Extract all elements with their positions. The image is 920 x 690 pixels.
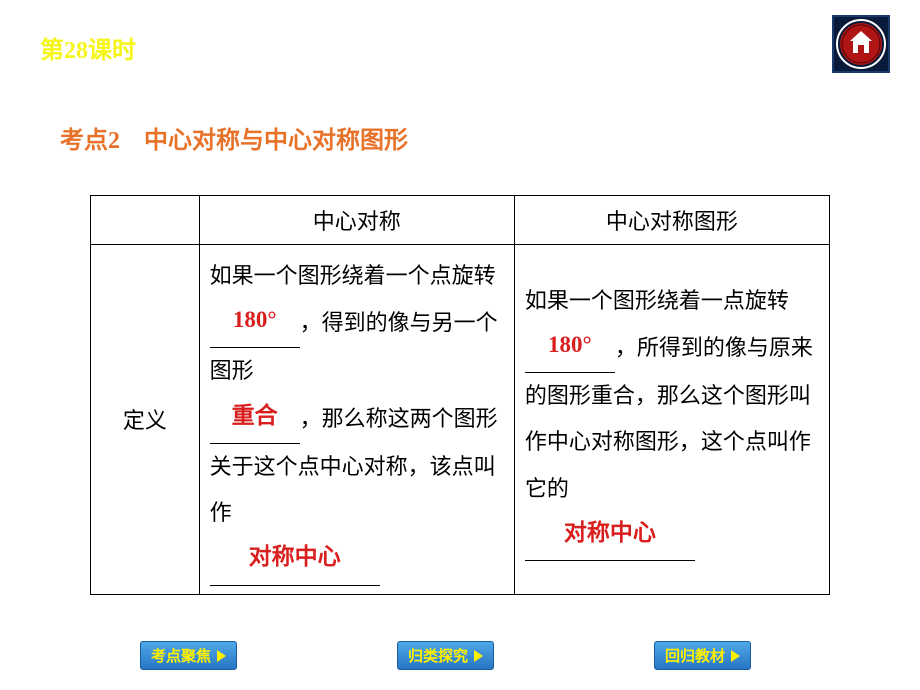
definition-cell-2: 如果一个图形绕着一点旋转180°，所得到的像与原来的图形重合，那么这个图形叫作中… — [514, 245, 829, 595]
nav-btn-focus[interactable]: 考点聚焦 — [140, 641, 237, 670]
fill-5: 对称中心 — [564, 520, 656, 545]
header-col2: 中心对称图形 — [514, 196, 829, 245]
definition-table: 中心对称 中心对称图形 定义 如果一个图形绕着一个点旋转180°，得到的像与另一… — [90, 195, 830, 595]
nav-btn-explore-label: 归类探究 — [408, 645, 468, 666]
row-label: 定义 — [91, 245, 200, 595]
fill-2: 重合 — [232, 403, 278, 428]
blank-1: 180° — [210, 299, 300, 348]
definition-cell-1: 如果一个图形绕着一个点旋转180°，得到的像与另一个图形重合，那么称这两个图形关… — [199, 245, 514, 595]
home-button[interactable] — [832, 15, 890, 73]
home-icon — [832, 15, 890, 73]
nav-btn-textbook-label: 回归教材 — [665, 645, 725, 666]
table-row: 定义 如果一个图形绕着一个点旋转180°，得到的像与另一个图形重合，那么称这两个… — [91, 245, 830, 595]
blank-4: 180° — [525, 324, 615, 373]
lesson-title-text: 第28课时 — [40, 38, 136, 64]
blank-5: 对称中心 — [525, 512, 695, 561]
def2-part1: 如果一个图形绕着一点旋转 — [525, 288, 789, 313]
nav-btn-focus-label: 考点聚焦 — [151, 645, 211, 666]
header-empty — [91, 196, 200, 245]
fill-1: 180° — [233, 307, 277, 332]
lesson-title: 第28课时 — [40, 30, 136, 65]
nav-btn-explore[interactable]: 归类探究 — [397, 641, 494, 670]
section-heading: 考点2 中心对称与中心对称图形 — [60, 120, 408, 155]
header-col1: 中心对称 — [199, 196, 514, 245]
nav-buttons: 考点聚焦 归类探究 回归教材 — [0, 641, 920, 670]
nav-btn-textbook[interactable]: 回归教材 — [654, 641, 751, 670]
fill-4: 180° — [548, 332, 592, 357]
fill-3: 对称中心 — [249, 544, 341, 569]
blank-3: 对称中心 — [210, 536, 380, 585]
table-header-row: 中心对称 中心对称图形 — [91, 196, 830, 245]
def1-part1: 如果一个图形绕着一个点旋转 — [210, 263, 496, 288]
blank-2: 重合 — [210, 395, 300, 444]
